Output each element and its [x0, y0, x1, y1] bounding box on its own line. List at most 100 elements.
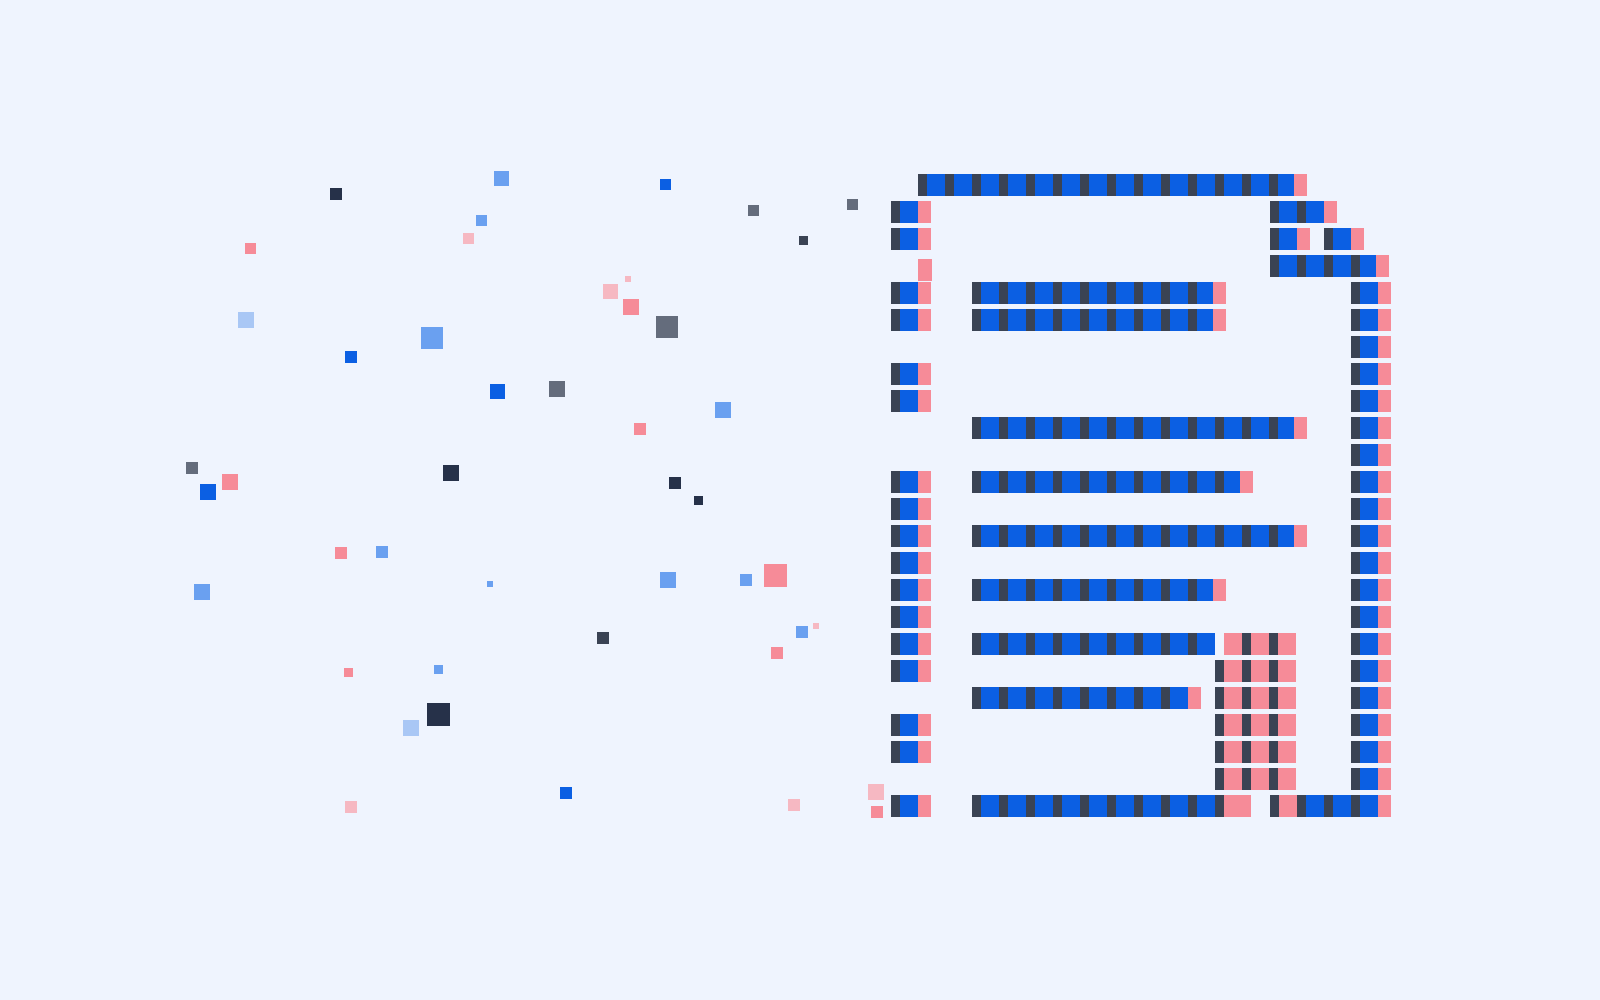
pixel-cell-edge: [1242, 741, 1251, 763]
pixel-cell-edge: [891, 201, 900, 223]
pixel-cell-edge: [1161, 687, 1170, 709]
pixel-cell: [1089, 417, 1107, 439]
pixel-cell-accent: [918, 552, 931, 574]
pixel-cell-edge: [1134, 417, 1143, 439]
pixel-cell-accent: [918, 606, 931, 628]
pixel-cell: [1089, 579, 1107, 601]
pixel-particle: [625, 276, 631, 282]
pixel-cell-edge: [1107, 471, 1116, 493]
pixel-cell-edge: [999, 471, 1008, 493]
pixel-cell-edge: [1161, 417, 1170, 439]
pixel-cell: [1224, 471, 1242, 493]
pixel-cell: [900, 714, 918, 736]
pixel-cell: [1360, 714, 1378, 736]
pixel-cell: [1360, 687, 1378, 709]
pixel-cell-edge: [1026, 174, 1035, 196]
pixel-cell: [1116, 309, 1134, 331]
pixel-cell: [1143, 309, 1161, 331]
pixel-cell: [1008, 471, 1026, 493]
pixel-cell: [1333, 228, 1351, 250]
pixel-cell-accent: [1378, 390, 1391, 412]
pixel-cell-accent: [1213, 579, 1226, 601]
pixel-cell-edge: [891, 471, 900, 493]
pixel-cell: [1360, 579, 1378, 601]
pixel-cell-edge: [1161, 471, 1170, 493]
pixel-cell-accent: [1251, 687, 1269, 709]
pixel-particle: [871, 806, 883, 818]
pixel-cell-edge: [1269, 660, 1278, 682]
pixel-cell: [1360, 795, 1378, 817]
pixel-cell: [900, 660, 918, 682]
pixel-cell-accent: [1294, 417, 1307, 439]
pixel-cell: [1008, 282, 1026, 304]
pixel-particle: [345, 351, 357, 363]
pixel-cell: [900, 228, 918, 250]
pixel-cell: [1116, 174, 1134, 196]
pixel-cell: [1360, 768, 1378, 790]
pixel-cell-edge: [1242, 660, 1251, 682]
pixel-cell-edge: [1242, 633, 1251, 655]
pixel-cell: [1279, 255, 1297, 277]
pixel-cell: [1143, 525, 1161, 547]
pixel-cell-edge: [1351, 498, 1360, 520]
pixel-cell-accent: [1378, 498, 1391, 520]
pixel-cell: [981, 579, 999, 601]
pixel-cell-edge: [1215, 174, 1224, 196]
pixel-cell-accent: [1378, 363, 1391, 385]
pixel-cell: [1143, 579, 1161, 601]
pixel-cell: [1116, 579, 1134, 601]
pixel-cell: [1360, 660, 1378, 682]
pixel-cell-edge: [1215, 525, 1224, 547]
pixel-cell: [1089, 525, 1107, 547]
pixel-particle: [694, 496, 703, 505]
pixel-cell-edge: [1026, 687, 1035, 709]
pixel-cell-accent: [1278, 633, 1296, 655]
pixel-particle: [623, 299, 639, 315]
pixel-cell: [1062, 174, 1080, 196]
pixel-particle: [796, 626, 808, 638]
pixel-cell: [900, 309, 918, 331]
pixel-cell-accent: [1378, 417, 1391, 439]
pixel-cell-accent: [1378, 741, 1391, 763]
pixel-particle: [656, 316, 678, 338]
pixel-cell-accent: [1251, 714, 1269, 736]
pixel-cell-edge: [1107, 795, 1116, 817]
pixel-cell-accent: [1294, 525, 1307, 547]
pixel-cell-edge: [1269, 714, 1278, 736]
pixel-cell-edge: [1134, 525, 1143, 547]
pixel-cell-edge: [891, 498, 900, 520]
pixel-cell-accent: [1378, 606, 1391, 628]
pixel-cell: [1008, 633, 1026, 655]
pixel-cell: [900, 579, 918, 601]
pixel-cell-edge: [1269, 741, 1278, 763]
pixel-cell-accent: [1188, 687, 1201, 709]
pixel-cell-edge: [1080, 417, 1089, 439]
pixel-cell-edge: [891, 660, 900, 682]
pixel-cell-edge: [972, 471, 981, 493]
pixel-particle: [434, 665, 443, 674]
pixel-cell-accent: [918, 282, 931, 304]
pixel-cell-accent: [1224, 741, 1242, 763]
pixel-cell-edge: [1215, 795, 1224, 817]
pixel-cell: [981, 525, 999, 547]
pixel-cell-edge: [1351, 363, 1360, 385]
pixel-cell: [1360, 390, 1378, 412]
pixel-cell-edge: [1026, 417, 1035, 439]
pixel-cell-edge: [1215, 741, 1224, 763]
pixel-cell-accent: [918, 795, 931, 817]
pixel-cell-edge: [1134, 174, 1143, 196]
pixel-particle: [597, 632, 609, 644]
pixel-particle: [660, 179, 671, 190]
pixel-cell: [954, 174, 972, 196]
pixel-cell: [1035, 282, 1053, 304]
pixel-cell-edge: [1270, 255, 1279, 277]
pixel-cell-accent: [1224, 795, 1251, 817]
pixel-cell: [1089, 174, 1107, 196]
pixel-cell-edge: [1351, 471, 1360, 493]
pixel-cell: [1008, 174, 1026, 196]
pixel-cell: [900, 390, 918, 412]
pixel-cell-accent: [1378, 660, 1391, 682]
pixel-particle: [376, 546, 388, 558]
pixel-cell: [1360, 525, 1378, 547]
pixel-cell: [1278, 174, 1296, 196]
